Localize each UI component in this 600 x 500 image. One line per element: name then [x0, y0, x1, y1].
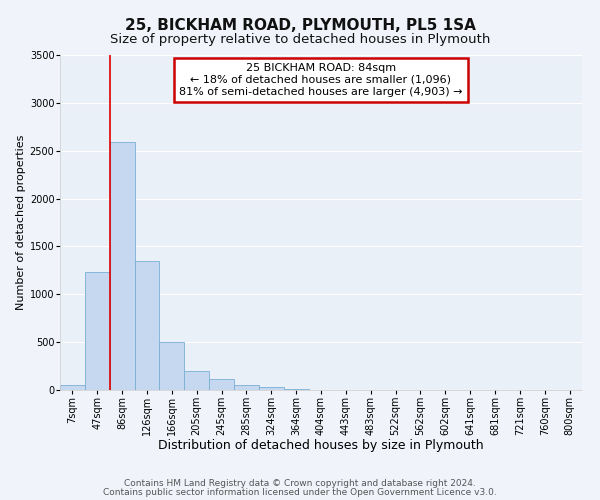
Bar: [110, 142, 134, 390]
Bar: [184, 371, 209, 390]
Bar: [85, 272, 110, 390]
Text: Size of property relative to detached houses in Plymouth: Size of property relative to detached ho…: [110, 32, 490, 46]
Bar: [284, 388, 308, 390]
X-axis label: Distribution of detached houses by size in Plymouth: Distribution of detached houses by size …: [158, 439, 484, 452]
Text: Contains HM Land Registry data © Crown copyright and database right 2024.: Contains HM Land Registry data © Crown c…: [124, 479, 476, 488]
Y-axis label: Number of detached properties: Number of detached properties: [16, 135, 26, 310]
Bar: [60, 385, 85, 390]
Text: Contains public sector information licensed under the Open Government Licence v3: Contains public sector information licen…: [103, 488, 497, 497]
Bar: [259, 387, 284, 390]
Bar: [160, 342, 184, 390]
Bar: [134, 261, 160, 390]
Bar: [234, 384, 259, 390]
Bar: [209, 380, 234, 390]
Text: 25 BICKHAM ROAD: 84sqm
← 18% of detached houses are smaller (1,096)
81% of semi-: 25 BICKHAM ROAD: 84sqm ← 18% of detached…: [179, 64, 463, 96]
Text: 25, BICKHAM ROAD, PLYMOUTH, PL5 1SA: 25, BICKHAM ROAD, PLYMOUTH, PL5 1SA: [125, 18, 475, 32]
